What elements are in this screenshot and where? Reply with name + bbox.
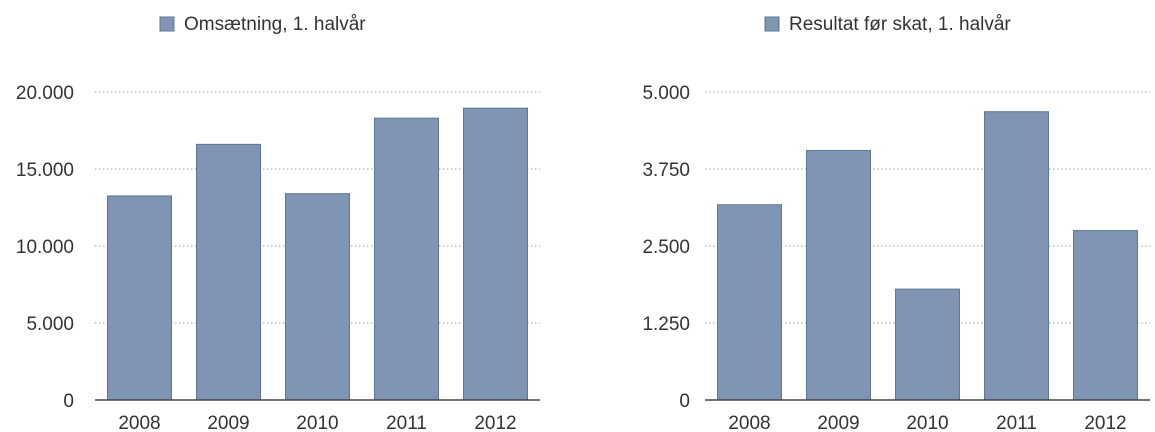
bar [1073,230,1138,401]
legend-label: Omsætning, 1. halvår [184,14,366,35]
y-tick-label: 3.750 [642,160,690,181]
y-tick-label: 1.250 [642,314,690,335]
bar [895,288,960,401]
bar [196,143,261,401]
x-tick-label: 2008 [728,413,770,432]
legend: Resultat før skat, 1. halvår [764,14,1011,35]
pretax-result-chart: Resultat før skat, 1. halvår 0 1.250 2.500 3… [642,14,1150,432]
y-tick-label: 10.000 [16,237,74,258]
x-tick-label: 2011 [386,413,427,432]
y-tick-label: 0 [63,391,74,412]
legend: Omsætning, 1. halvår [159,14,366,35]
legend-swatch [159,16,175,32]
legend-label: Resultat før skat, 1. halvår [789,14,1011,35]
y-tick-label: 2.500 [642,237,690,258]
bar [806,150,871,401]
y-tick-label: 5.000 [642,83,690,104]
x-tick-label: 2010 [906,413,948,432]
revenue-chart: Omsætning, 1. halvår 0 5.000 10.000 15.000 20… [16,14,540,432]
x-tick-label: 2012 [1084,413,1126,432]
bar [463,107,528,401]
x-tick-label: 2009 [817,413,859,432]
bar [717,204,782,401]
x-tick-label: 2011 [996,413,1037,432]
x-tick-label: 2009 [207,413,249,432]
bar [107,195,172,401]
x-tick-label: 2010 [296,413,338,432]
legend-swatch [764,16,780,32]
y-tick-label: 20.000 [16,83,74,104]
y-tick-label: 5.000 [26,314,74,335]
x-tick-label: 2008 [118,413,160,432]
bar [374,117,439,401]
y-tick-label: 15.000 [16,160,74,181]
y-tick-label: 0 [679,391,690,412]
x-tick-label: 2012 [474,413,516,432]
bar [984,111,1049,401]
bar [285,193,350,401]
